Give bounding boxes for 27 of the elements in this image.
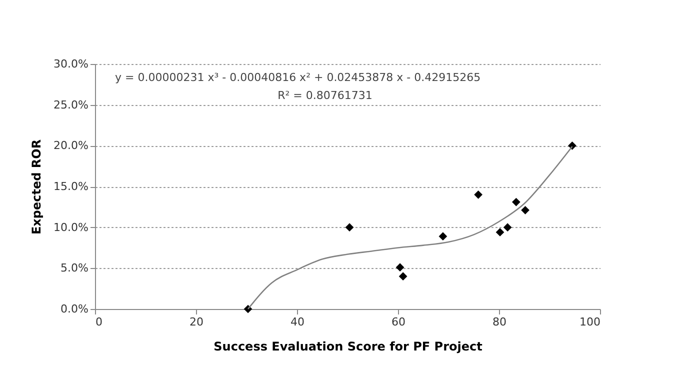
x-axis-title: Success Evaluation Score for PF Project: [214, 340, 483, 354]
point: [521, 206, 530, 214]
x-tick-label: 0: [96, 316, 102, 328]
annotation: R² = 0.80761731: [278, 89, 372, 102]
point: [396, 263, 404, 272]
point: [512, 198, 520, 206]
point: [345, 223, 354, 232]
point: [438, 232, 448, 240]
y-tick-label: 10.0%: [54, 220, 88, 234]
y-tick-label: 0.0%: [60, 302, 88, 316]
y-tick-label: 25.0%: [54, 98, 88, 112]
y-tick-label: 20.0%: [54, 139, 88, 152]
x-tick-label: 100: [580, 316, 600, 328]
x-tick-label: 40: [290, 316, 304, 328]
y-axis-title: Expected ROR: [30, 139, 44, 235]
point: [496, 228, 504, 236]
x-tick-label: 20: [190, 316, 204, 328]
y-tick-label: 5.0%: [60, 262, 88, 275]
point: [474, 190, 482, 199]
y-tick-label: 15.0%: [54, 180, 88, 193]
point: [398, 272, 408, 281]
annotation: y = 0.00000231 x³ - 0.00040816 x² + 0.02453878 x - 0.42915265: [115, 71, 481, 84]
point: [503, 223, 512, 232]
y-tick-label: 30.0%: [54, 58, 88, 70]
point: [568, 141, 576, 150]
x-tick-label: 60: [392, 316, 406, 328]
x-tick-label: 80: [492, 316, 506, 328]
